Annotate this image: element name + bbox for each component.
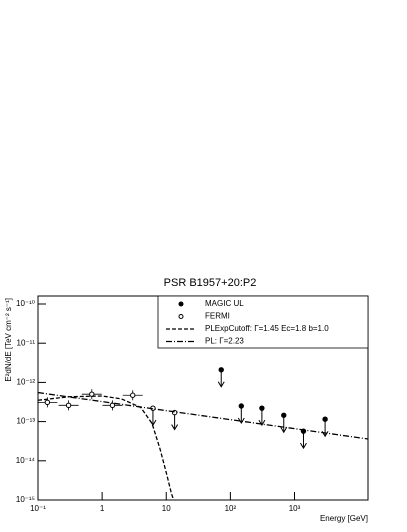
- x-axis-label: Energy [GeV]: [320, 514, 368, 523]
- data-point: [259, 405, 265, 411]
- chart-title: PSR B1957+20:P2: [164, 277, 257, 289]
- legend-marker: [178, 301, 184, 307]
- x-tick-label: 10⁻¹: [30, 504, 46, 513]
- model-line: [37, 391, 369, 440]
- y-axis-label: E²dN/dE [TeV cm⁻² s⁻¹]: [4, 298, 13, 382]
- arrow-head: [300, 442, 307, 450]
- model-line: [37, 395, 175, 501]
- legend-label: PLExpCutoff: Γ=1.45 Ec=1.8 b=1.0: [205, 324, 329, 333]
- data-point: [130, 392, 136, 398]
- data-point: [44, 399, 51, 406]
- y-tick-label: 10⁻¹⁵: [16, 495, 35, 504]
- x-tick-label: 10²: [225, 504, 237, 513]
- legend-label: FERMI: [205, 312, 230, 321]
- legend-label: MAGIC UL: [205, 299, 244, 308]
- y-tick-label: 10⁻¹²: [17, 378, 36, 387]
- data-point: [322, 416, 328, 422]
- arrow-head: [258, 419, 266, 427]
- arrow-head: [171, 424, 179, 431]
- x-tick-label: 10³: [289, 504, 301, 513]
- arrow-head: [217, 381, 225, 388]
- data-point: [65, 402, 72, 409]
- arrow-head: [280, 427, 288, 434]
- legend-label: PL: Γ=2.23: [205, 337, 244, 346]
- legend-box: [157, 295, 369, 349]
- x-tick-label: 10: [162, 504, 171, 513]
- data-point: [238, 403, 244, 409]
- y-tick-label: 10⁻¹³: [17, 417, 36, 426]
- y-tick-label: 10⁻¹⁰: [16, 299, 35, 308]
- y-tick-label: 10⁻¹⁴: [16, 456, 36, 465]
- data-point: [89, 391, 95, 397]
- data-point: [281, 412, 287, 418]
- data-point: [218, 367, 224, 373]
- x-tick-label: 1: [100, 504, 105, 513]
- y-tick-label: 10⁻¹¹: [17, 338, 36, 347]
- arrow-head: [237, 417, 245, 424]
- data-point: [109, 402, 116, 409]
- legend-marker: [178, 314, 184, 319]
